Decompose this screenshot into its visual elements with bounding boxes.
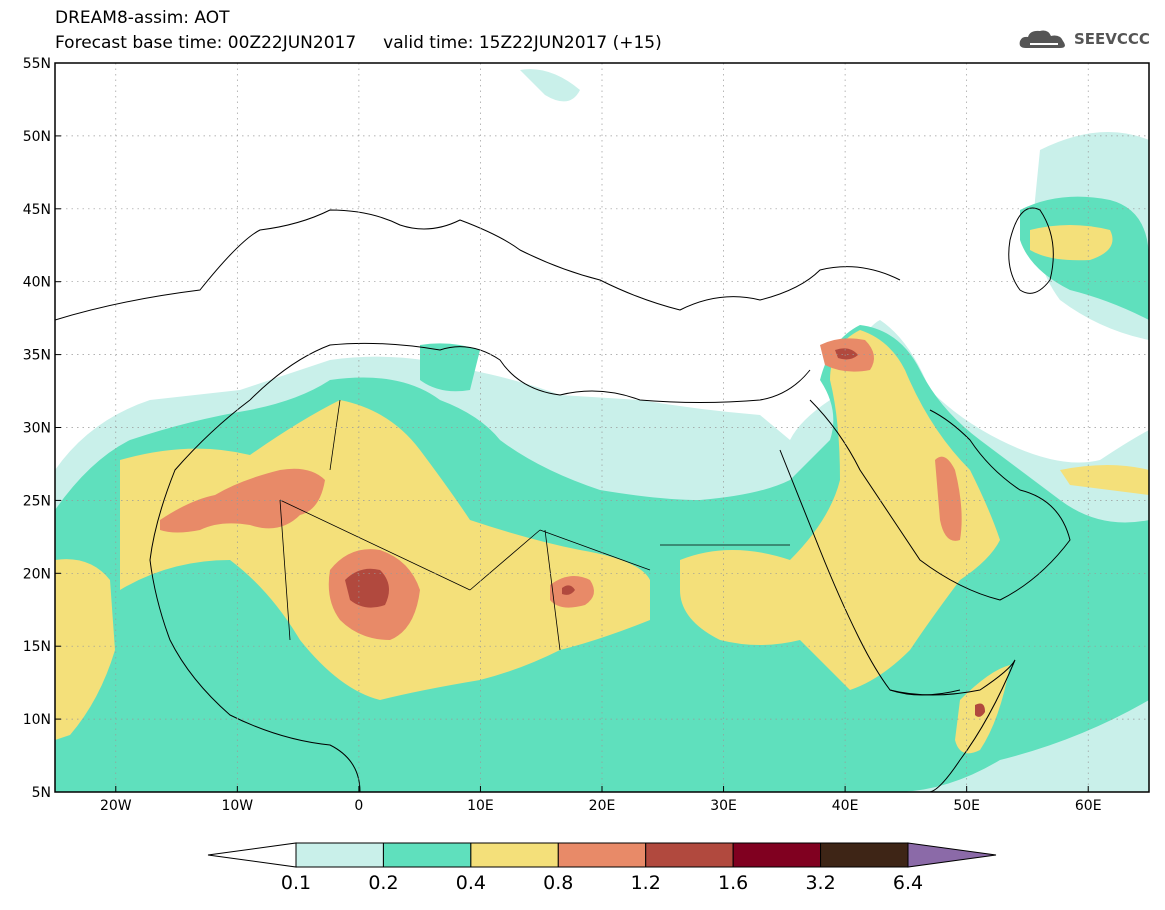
lat-label: 10N	[23, 712, 51, 728]
lat-labels: 55N 50N 45N 40N 35N 30N 25N 20N 15N 10N 5N	[23, 56, 61, 801]
coast-arabia	[809, 399, 1071, 601]
lat-label: 15N	[23, 639, 51, 655]
colorbar-segment	[295, 842, 384, 868]
colorbar-label: 0.4	[456, 872, 486, 894]
colorbar-label: 0.1	[281, 872, 311, 894]
lat-label: 30N	[23, 421, 51, 437]
lon-label: 10E	[467, 798, 494, 814]
lat-label: 35N	[23, 348, 51, 364]
coastlines	[55, 207, 1071, 792]
lon-label: 20E	[589, 798, 616, 814]
colorbar-segment	[382, 842, 472, 868]
lat-label: 45N	[23, 202, 51, 218]
colorbar-segment	[470, 842, 559, 868]
colorbar-segment	[645, 842, 734, 868]
colorbar-label: 1.6	[718, 872, 748, 894]
colorbar-segment	[557, 842, 647, 868]
lon-label: 10W	[221, 798, 253, 814]
gridlines	[55, 63, 1149, 792]
coast-europe	[55, 209, 901, 321]
colorbar-label: 0.8	[543, 872, 573, 894]
aot-band-0-4-gulf	[1060, 465, 1149, 495]
lat-label: 20N	[23, 566, 51, 582]
aot-band-0-2-top	[420, 343, 480, 392]
aot-band-0-1-north	[520, 69, 580, 102]
aot-band-1-2-center	[345, 568, 389, 608]
colorbar-label: 6.4	[893, 872, 923, 894]
colorbar: 0.1 0.2 0.4 0.8 1.2 1.6 3.2 6.4	[207, 842, 997, 894]
border-lines	[279, 399, 790, 651]
colorbar-label: 1.2	[631, 872, 661, 894]
aot-band-0-4-east	[680, 330, 1000, 690]
aot-band-1-2-iraq	[835, 348, 858, 360]
lon-label: 60E	[1075, 798, 1102, 814]
colorbar-segment	[732, 842, 822, 868]
aot-band-0-4-west	[55, 559, 115, 740]
colorbar-under-triangle	[207, 842, 297, 868]
map-title: DREAM8-assim: AOT	[55, 8, 230, 28]
coast-north-africa	[249, 342, 811, 403]
lon-label: 30E	[710, 798, 737, 814]
coast-west-africa	[149, 399, 361, 792]
coast-horn	[889, 659, 1016, 792]
colorbar-segment	[820, 842, 909, 868]
cloud-icon	[1019, 30, 1065, 48]
lat-label: 5N	[32, 785, 51, 801]
lat-label: 25N	[23, 493, 51, 509]
forecast-time-line: Forecast base time: 00Z22JUN2017 valid t…	[55, 33, 662, 53]
aot-band-1-2-chad	[562, 585, 575, 595]
aot-band-0-8-saudi	[935, 456, 962, 541]
colorbar-label: 3.2	[805, 872, 835, 894]
lat-label: 50N	[23, 129, 51, 145]
coast-red-sea	[779, 449, 961, 696]
lon-labels: 20W 10W 0 10E 20E 30E 40E 50E 60E	[100, 786, 1102, 814]
lon-label: 40E	[832, 798, 859, 814]
coast-caspian	[1008, 207, 1054, 294]
seevccc-logo: SEEVCCC	[1018, 28, 1158, 52]
logo-text: SEEVCCC	[1074, 30, 1150, 48]
colorbar-label: 0.2	[368, 872, 398, 894]
lat-label: 40N	[23, 275, 51, 291]
colorbar-over-triangle	[907, 842, 997, 868]
lon-label: 50E	[953, 798, 980, 814]
aot-band-0-4-ne	[1030, 225, 1113, 261]
aot-band-1-2-somalia	[975, 703, 985, 717]
lat-label: 55N	[23, 56, 51, 72]
lon-label: 0	[354, 798, 363, 814]
lon-label: 20W	[100, 798, 132, 814]
